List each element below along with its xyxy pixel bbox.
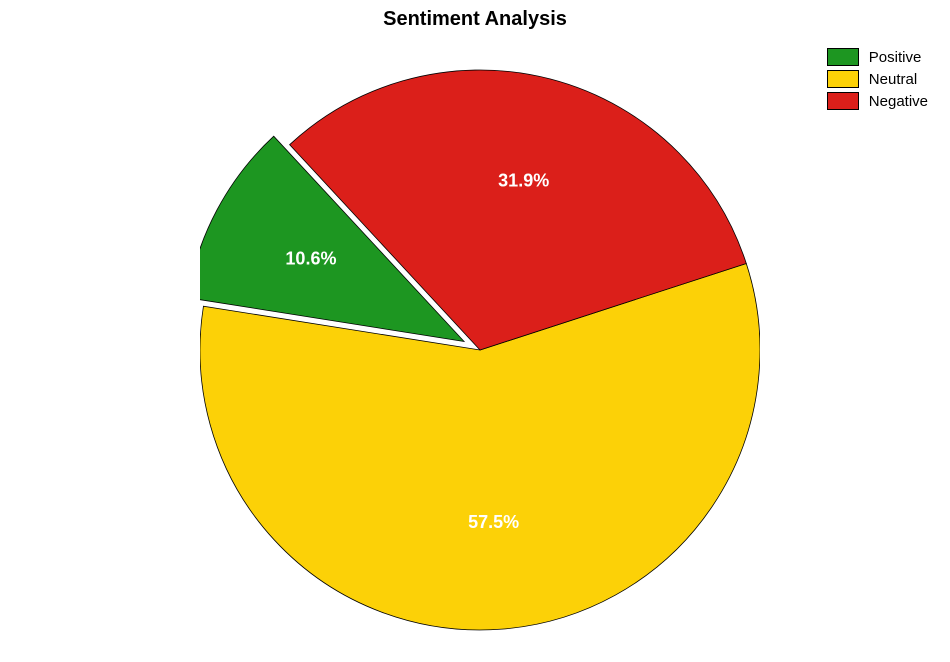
legend-item-neutral: Neutral xyxy=(827,70,928,88)
legend-item-positive: Positive xyxy=(827,48,928,66)
page: Sentiment Analysis Positive Neutral Negati… xyxy=(0,0,950,662)
legend-item-negative: Negative xyxy=(827,92,928,110)
legend-swatch-negative xyxy=(827,92,859,110)
legend-swatch-neutral xyxy=(827,70,859,88)
pie-chart: 57.5% 10.6% 31.9% xyxy=(200,60,760,640)
slice-label-positive: 10.6% xyxy=(285,249,336,269)
legend-label-negative: Negative xyxy=(869,93,928,110)
legend: Positive Neutral Negative xyxy=(827,48,928,114)
slice-label-neutral: 57.5% xyxy=(468,512,519,532)
legend-label-positive: Positive xyxy=(869,49,922,66)
slice-label-negative: 31.9% xyxy=(498,171,549,191)
legend-swatch-positive xyxy=(827,48,859,66)
chart-title: Sentiment Analysis xyxy=(0,8,950,31)
legend-label-neutral: Neutral xyxy=(869,71,917,88)
